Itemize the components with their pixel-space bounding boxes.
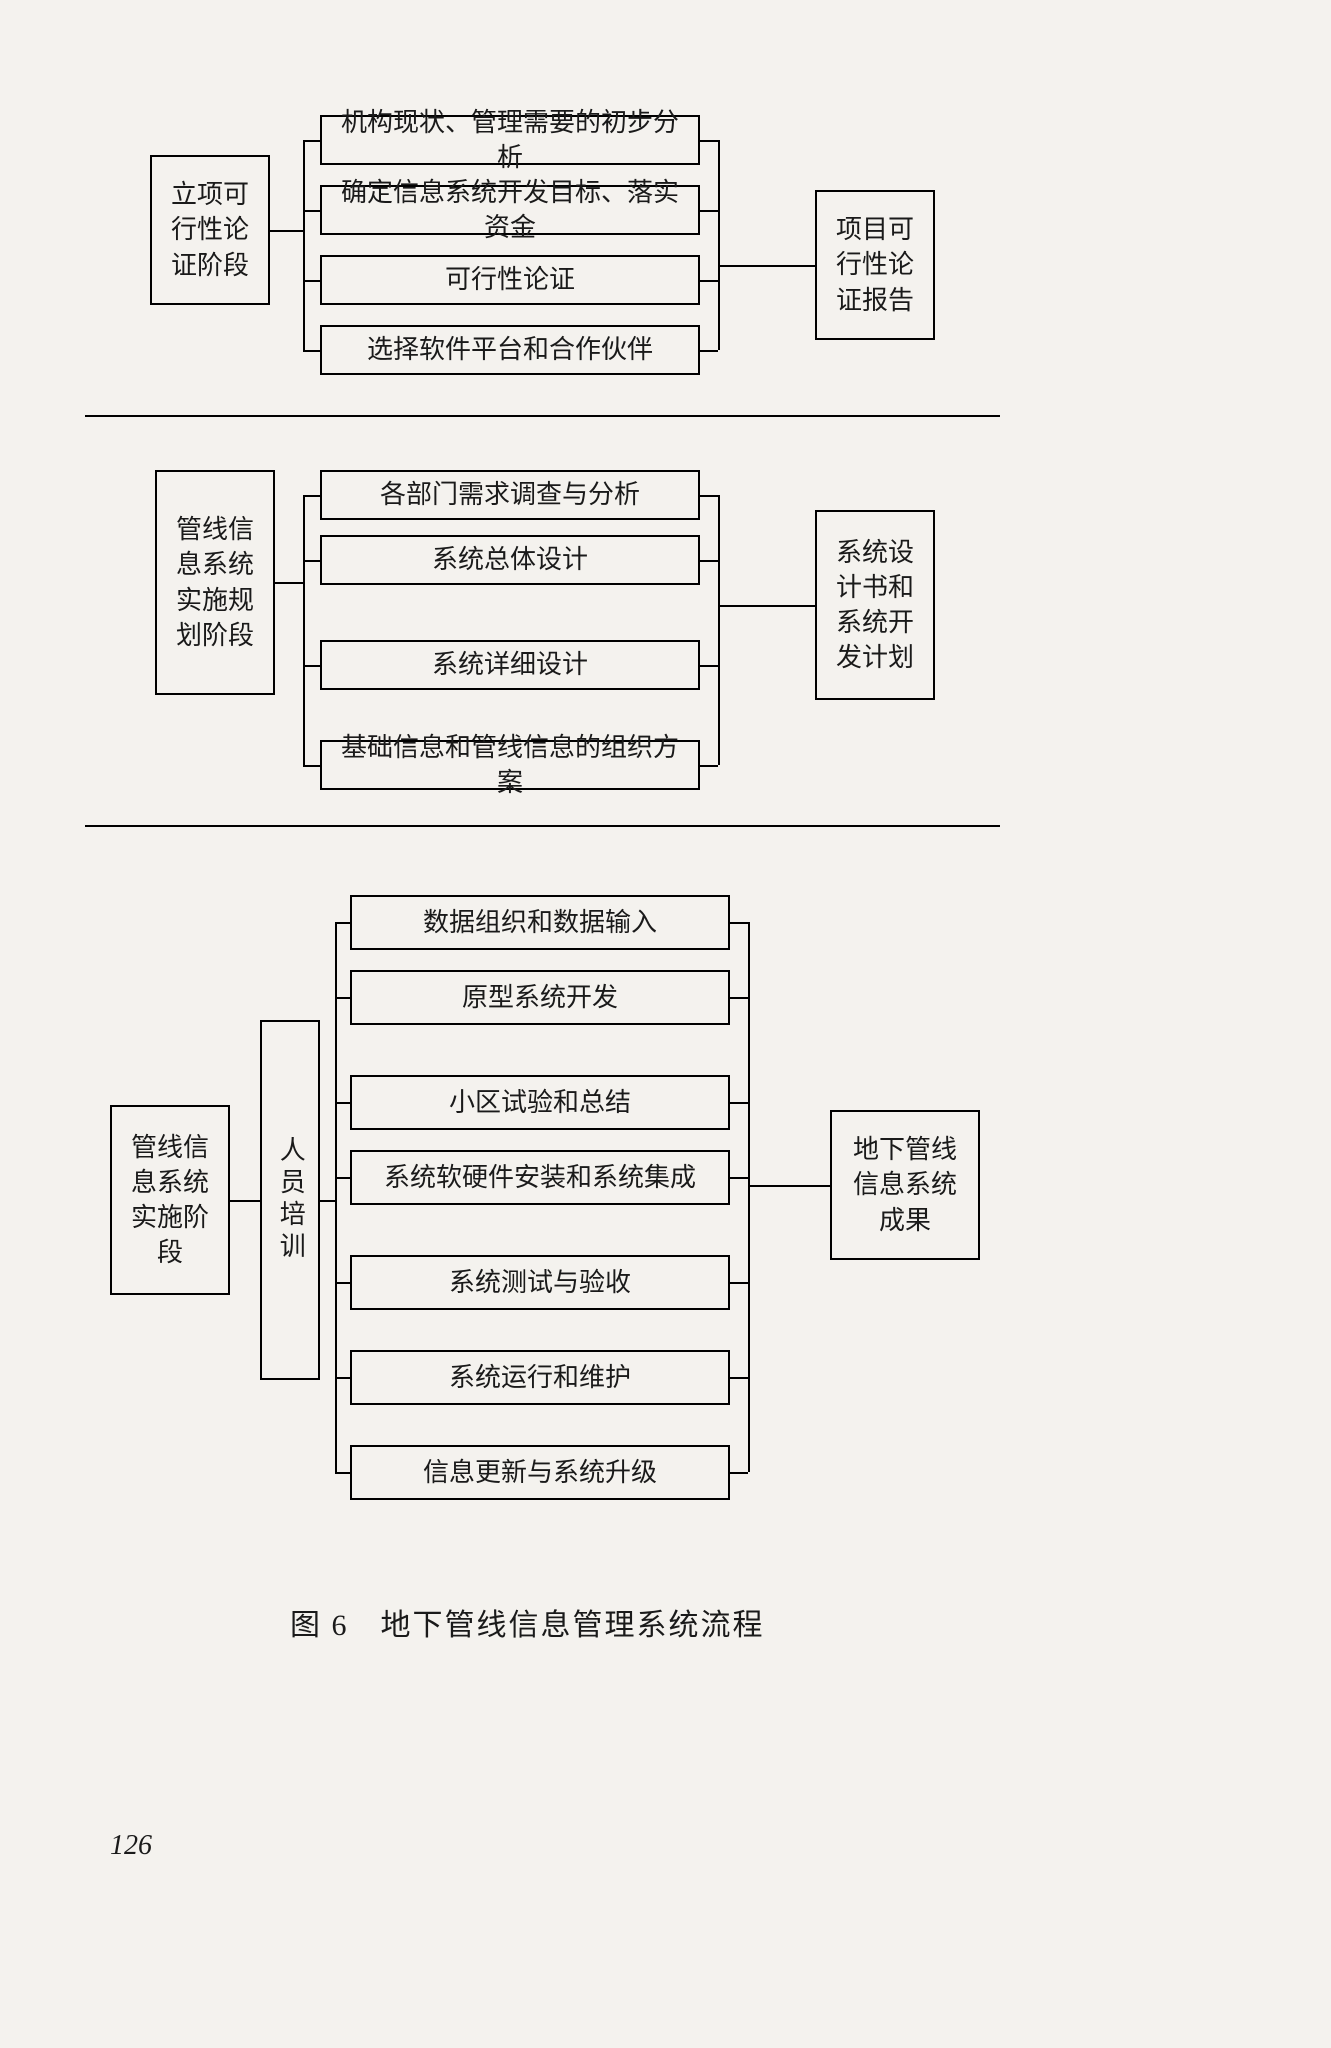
training-label: 人员培训	[276, 1136, 305, 1264]
s3-task3: 小区试验和总结	[350, 1075, 730, 1130]
s1-task3: 可行性论证	[320, 255, 700, 305]
connector	[730, 997, 748, 999]
connector	[303, 665, 320, 667]
connector	[700, 280, 718, 282]
phase3-label: 管线信息系统实施阶段	[124, 1130, 216, 1270]
connector	[335, 1377, 350, 1379]
connector	[335, 1282, 350, 1284]
connector	[303, 350, 320, 352]
connector	[748, 922, 750, 1472]
connector	[718, 605, 815, 607]
connector	[700, 350, 718, 352]
connector	[230, 1200, 260, 1202]
connector	[335, 922, 350, 924]
s3-task2: 原型系统开发	[350, 970, 730, 1025]
connector	[303, 765, 320, 767]
connector	[700, 560, 718, 562]
connector	[303, 140, 305, 350]
connector	[730, 1282, 748, 1284]
connector	[700, 495, 718, 497]
phase3-box: 管线信息系统实施阶段	[110, 1105, 230, 1295]
s3-task5: 系统测试与验收	[350, 1255, 730, 1310]
page-number: 126	[110, 1830, 152, 1862]
s3-task1: 数据组织和数据输入	[350, 895, 730, 950]
phase2-box: 管线信息系统实施规划阶段	[155, 470, 275, 695]
output3-box: 地下管线信息系统成果	[830, 1110, 980, 1260]
connector	[335, 997, 350, 999]
output1-label: 项目可行性论证报告	[829, 212, 921, 317]
connector	[700, 210, 718, 212]
connector	[335, 1102, 350, 1104]
connector	[748, 1185, 830, 1187]
output3-label: 地下管线信息系统成果	[844, 1132, 966, 1237]
s1-task1: 机构现状、管理需要的初步分析	[320, 115, 700, 165]
connector	[730, 922, 748, 924]
connector	[718, 495, 720, 765]
connector	[700, 765, 718, 767]
s2-task4: 基础信息和管线信息的组织方案	[320, 740, 700, 790]
training-box: 人员培训	[260, 1020, 320, 1380]
connector	[303, 495, 320, 497]
s3-task4: 系统软硬件安装和系统集成	[350, 1150, 730, 1205]
connector	[303, 495, 305, 765]
s2-task3: 系统详细设计	[320, 640, 700, 690]
s3-task7: 信息更新与系统升级	[350, 1445, 730, 1500]
connector	[730, 1472, 748, 1474]
divider2	[85, 825, 1000, 827]
figure-caption: 图 6 地下管线信息管理系统流程	[290, 1600, 765, 1644]
phase1-box: 立项可行性论证阶段	[150, 155, 270, 305]
output2-label: 系统设计书和系统开发计划	[829, 535, 921, 675]
connector	[700, 140, 718, 142]
connector	[335, 922, 337, 1472]
s2-task1: 各部门需求调查与分析	[320, 470, 700, 520]
connector	[700, 665, 718, 667]
connector	[335, 1177, 350, 1179]
connector	[320, 1200, 337, 1202]
connector	[730, 1177, 748, 1179]
connector	[303, 210, 320, 212]
s1-task4: 选择软件平台和合作伙伴	[320, 325, 700, 375]
phase2-label: 管线信息系统实施规划阶段	[169, 512, 261, 652]
s2-task2: 系统总体设计	[320, 535, 700, 585]
connector	[730, 1377, 748, 1379]
connector	[335, 1472, 350, 1474]
phase1-label: 立项可行性论证阶段	[164, 177, 256, 282]
s1-task2: 确定信息系统开发目标、落实资金	[320, 185, 700, 235]
connector	[275, 582, 305, 584]
connector	[718, 265, 815, 267]
connector	[303, 140, 320, 142]
connector	[303, 560, 320, 562]
connector	[718, 140, 720, 350]
connector	[303, 280, 320, 282]
connector	[270, 230, 305, 232]
s3-task6: 系统运行和维护	[350, 1350, 730, 1405]
output1-box: 项目可行性论证报告	[815, 190, 935, 340]
connector	[730, 1102, 748, 1104]
divider1	[85, 415, 1000, 417]
output2-box: 系统设计书和系统开发计划	[815, 510, 935, 700]
